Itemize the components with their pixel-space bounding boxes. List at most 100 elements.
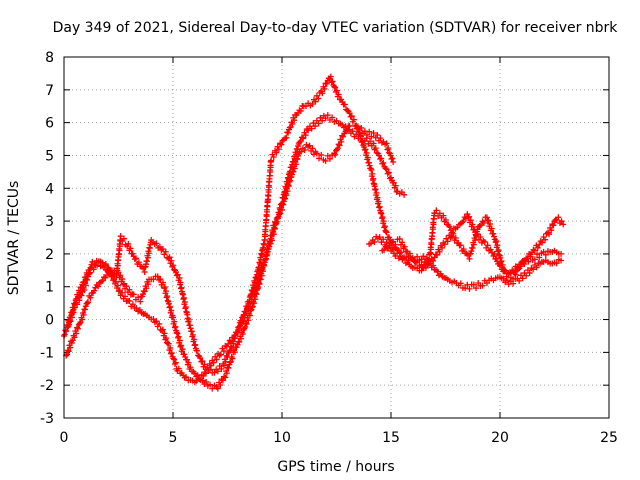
data-point — [166, 254, 173, 261]
data-point — [481, 238, 488, 245]
data-point — [329, 78, 336, 85]
data-point — [296, 139, 303, 146]
data-point — [181, 351, 188, 358]
data-point — [430, 221, 437, 228]
data-point — [213, 356, 220, 363]
data-point — [488, 225, 495, 232]
data-point — [132, 255, 139, 262]
data-point — [516, 277, 523, 284]
data-point — [381, 247, 388, 254]
data-point — [505, 270, 512, 277]
data-point — [401, 243, 408, 250]
data-point — [159, 326, 166, 333]
data-point — [171, 318, 178, 325]
data-point — [358, 124, 365, 131]
data-point — [84, 300, 91, 307]
data-point — [90, 266, 97, 273]
data-point — [498, 258, 505, 265]
data-point — [457, 280, 464, 287]
data-point — [380, 159, 387, 166]
data-point — [163, 335, 170, 342]
data-point — [187, 364, 194, 371]
data-point — [501, 268, 508, 275]
x-axis-label: GPS time / hours — [277, 459, 394, 475]
data-point — [74, 325, 81, 332]
data-point — [427, 246, 434, 253]
data-point — [367, 240, 374, 247]
data-point — [257, 256, 264, 263]
data-point — [153, 240, 160, 247]
data-point — [135, 259, 142, 266]
data-point — [371, 238, 378, 245]
data-point — [523, 272, 530, 279]
data-point — [487, 220, 494, 227]
data-point — [313, 150, 320, 157]
data-point — [349, 128, 356, 135]
data-point — [357, 133, 364, 140]
data-point — [428, 241, 435, 248]
data-point — [346, 122, 353, 129]
x-tick-label: 0 — [60, 430, 69, 446]
data-point — [65, 348, 72, 355]
data-point — [462, 285, 469, 292]
data-point — [399, 239, 406, 246]
data-point — [99, 277, 106, 284]
data-point — [420, 253, 427, 260]
data-point — [542, 251, 549, 258]
data-point — [170, 262, 177, 269]
data-point — [343, 127, 350, 134]
data-point — [481, 219, 488, 226]
data-point — [491, 250, 498, 257]
data-point — [238, 319, 245, 326]
data-point — [373, 189, 380, 196]
data-point — [73, 330, 80, 337]
y-tick-label: 8 — [45, 50, 54, 66]
data-point — [185, 316, 192, 323]
data-point — [162, 248, 169, 255]
data-point — [264, 248, 271, 255]
data-point — [78, 292, 85, 299]
data-point — [516, 265, 523, 272]
data-point — [159, 245, 166, 252]
data-point — [323, 80, 330, 87]
data-point — [338, 96, 345, 103]
data-point — [368, 166, 375, 173]
data-point — [469, 245, 476, 252]
data-point — [348, 113, 355, 120]
data-point — [298, 134, 305, 141]
data-point — [159, 279, 166, 286]
data-point — [214, 385, 221, 392]
data-point — [305, 127, 312, 134]
data-point — [526, 269, 533, 276]
data-point — [433, 207, 440, 214]
data-point — [87, 294, 94, 301]
data-point — [67, 344, 74, 351]
data-point — [278, 141, 285, 148]
data-point — [542, 236, 549, 243]
data-point — [114, 262, 121, 269]
data-point — [176, 337, 183, 344]
data-point — [207, 381, 214, 388]
y-tick-label: 5 — [45, 148, 54, 164]
data-point — [217, 381, 224, 388]
data-point — [383, 229, 390, 236]
data-point — [385, 169, 392, 176]
data-point — [510, 276, 517, 283]
data-point — [229, 355, 236, 362]
data-point — [283, 192, 290, 199]
data-point — [324, 112, 331, 119]
data-point — [122, 293, 129, 300]
data-point — [267, 164, 274, 171]
data-point — [446, 223, 453, 230]
data-point — [221, 373, 228, 380]
data-point — [312, 123, 319, 130]
data-point — [168, 307, 175, 314]
data-point — [227, 358, 234, 365]
data-point — [377, 135, 384, 142]
data-point — [143, 258, 150, 265]
y-tick-label: -3 — [40, 411, 54, 427]
data-point — [319, 90, 326, 97]
data-point — [376, 234, 383, 241]
data-point — [228, 344, 235, 351]
data-point — [469, 221, 476, 228]
